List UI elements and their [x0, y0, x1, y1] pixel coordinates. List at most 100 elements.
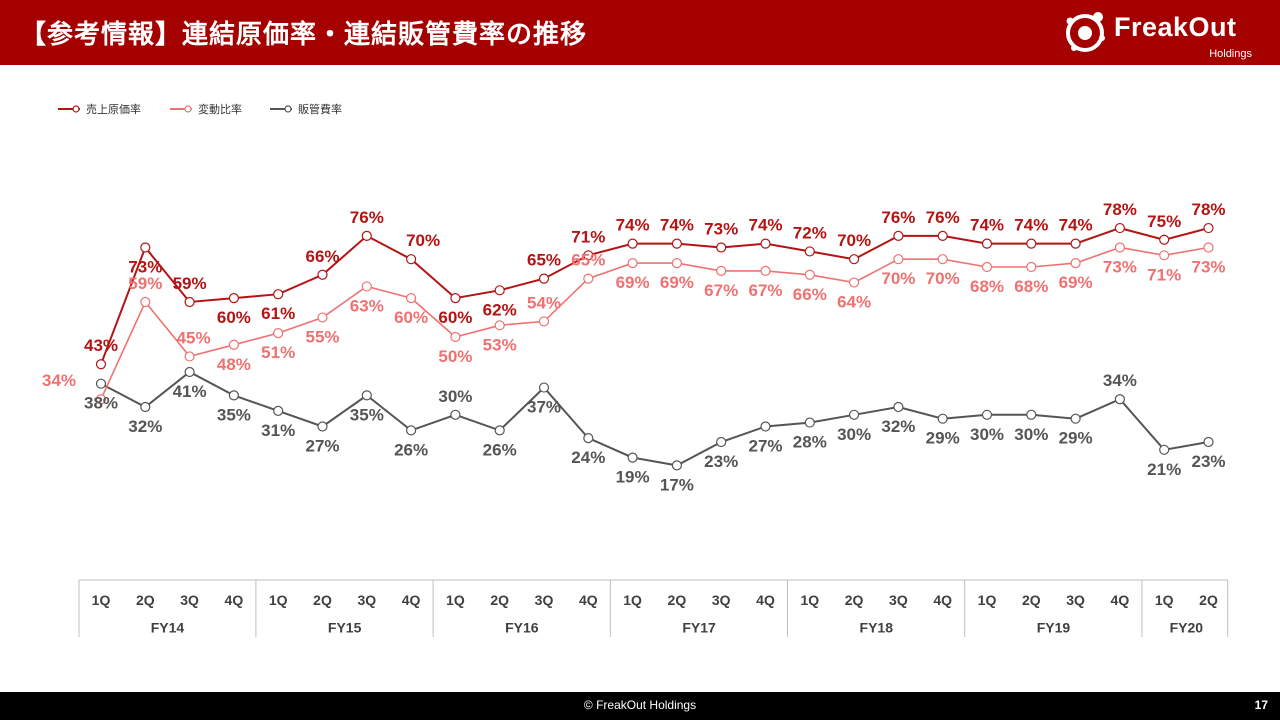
data-point: [760, 238, 771, 249]
quarter-tick-label: 1Q: [1155, 592, 1174, 608]
data-label: 45%: [177, 328, 211, 347]
data-point: [1159, 234, 1170, 245]
legend-swatch-marker: [284, 105, 292, 113]
data-point: [981, 261, 993, 273]
data-label: 30%: [438, 387, 472, 406]
data-label: 32%: [128, 417, 162, 436]
data-label: 62%: [483, 300, 517, 319]
series-1: [95, 222, 1214, 370]
quarter-tick-label: 1Q: [446, 592, 465, 608]
data-point: [317, 312, 328, 323]
data-label: 43%: [84, 336, 118, 355]
data-point: [1159, 250, 1170, 261]
data-point: [95, 394, 107, 405]
data-label: 64%: [837, 293, 871, 312]
data-point: [893, 401, 904, 413]
data-point: [494, 320, 505, 331]
quarter-tick-label: 4Q: [1111, 592, 1130, 608]
data-label: 78%: [1103, 200, 1137, 219]
data-label: 66%: [305, 247, 339, 266]
data-label: 72%: [793, 223, 827, 242]
data-label: 70%: [926, 269, 960, 288]
quarter-tick-label: 3Q: [357, 592, 376, 608]
quarter-tick-label: 1Q: [269, 592, 288, 608]
data-point: [937, 230, 948, 241]
data-label: 37%: [527, 398, 561, 417]
header-bar: 【参考情報】連結原価率・連結販管費率の推移 FreakOut Holdings: [0, 0, 1280, 65]
logo-wordmark: FreakOut: [1114, 12, 1237, 42]
data-label: 69%: [1059, 273, 1093, 292]
data-point: [494, 425, 505, 436]
data-label: 70%: [837, 231, 871, 250]
footer-bar: © FreakOut Holdings 17: [0, 692, 1280, 720]
quarter-tick-label: 4Q: [933, 592, 952, 608]
data-label: 69%: [616, 273, 650, 292]
data-point: [583, 433, 594, 444]
data-label: 34%: [1103, 371, 1137, 390]
data-label: 50%: [438, 347, 472, 366]
data-point: [538, 382, 550, 393]
series-line: [100, 227, 1209, 365]
data-point: [450, 409, 461, 420]
data-point: [494, 285, 505, 296]
legend-swatch-marker: [72, 105, 80, 113]
data-point: [406, 254, 417, 265]
quarter-tick-label: 4Q: [756, 592, 775, 608]
data-label: 38%: [84, 394, 118, 413]
quarter-tick-label: 4Q: [225, 592, 244, 608]
data-label: 30%: [970, 425, 1004, 444]
data-point: [140, 401, 151, 413]
quarter-tick-label: 2Q: [490, 592, 509, 608]
logo-mark-icon: [1066, 12, 1105, 52]
data-label: 30%: [1014, 425, 1048, 444]
data-label: 60%: [217, 308, 251, 327]
series-3: [95, 366, 1214, 471]
fiscal-year-label: FY20: [1170, 620, 1204, 636]
data-point: [95, 359, 107, 370]
data-point: [627, 238, 638, 249]
data-point: [184, 296, 195, 308]
legend-label: 販管費率: [298, 102, 342, 116]
data-label: 21%: [1147, 460, 1181, 479]
data-label: 60%: [438, 308, 472, 327]
data-label: 34%: [42, 371, 76, 390]
data-point: [848, 409, 860, 420]
data-label: 61%: [261, 304, 295, 323]
data-label: 71%: [1147, 265, 1181, 284]
data-label: 68%: [1014, 277, 1048, 296]
data-point: [184, 366, 195, 378]
data-label: 59%: [128, 274, 162, 293]
data-label: 24%: [571, 448, 605, 467]
data-point: [140, 242, 151, 253]
data-point: [981, 409, 993, 420]
data-point: [273, 405, 284, 417]
quarter-tick-label: 2Q: [136, 592, 155, 608]
data-label: 27%: [305, 436, 339, 455]
data-label: 68%: [970, 277, 1004, 296]
data-point: [1070, 257, 1081, 269]
data-label: 65%: [571, 251, 605, 270]
data-point: [1026, 261, 1037, 273]
data-label: 69%: [660, 273, 694, 292]
data-label: 29%: [1059, 429, 1093, 448]
data-point: [1026, 238, 1037, 249]
data-point: [716, 265, 727, 276]
chart-legend: 売上原価率 変動比率 販管費率: [58, 102, 342, 116]
data-label: 55%: [305, 328, 339, 347]
data-point: [583, 250, 594, 261]
data-point: [406, 425, 417, 436]
data-label: 73%: [1103, 258, 1137, 277]
fiscal-year-label: FY14: [151, 620, 185, 636]
data-point: [273, 289, 284, 300]
data-point: [538, 316, 550, 327]
data-label: 27%: [748, 436, 782, 455]
data-point: [760, 421, 771, 432]
data-label: 30%: [837, 425, 871, 444]
category-axis-table: FY14 FY15 FY16 FY17 FY18 FY19 FY20 1Q 2Q 3Q 4Q 1Q 2Q…: [78, 579, 1229, 637]
data-label: 54%: [527, 293, 561, 312]
quarter-tick-label: 3Q: [535, 592, 554, 608]
data-point: [716, 436, 727, 448]
series-line: [100, 246, 1209, 400]
data-label: 70%: [881, 269, 915, 288]
data-point: [361, 230, 372, 241]
